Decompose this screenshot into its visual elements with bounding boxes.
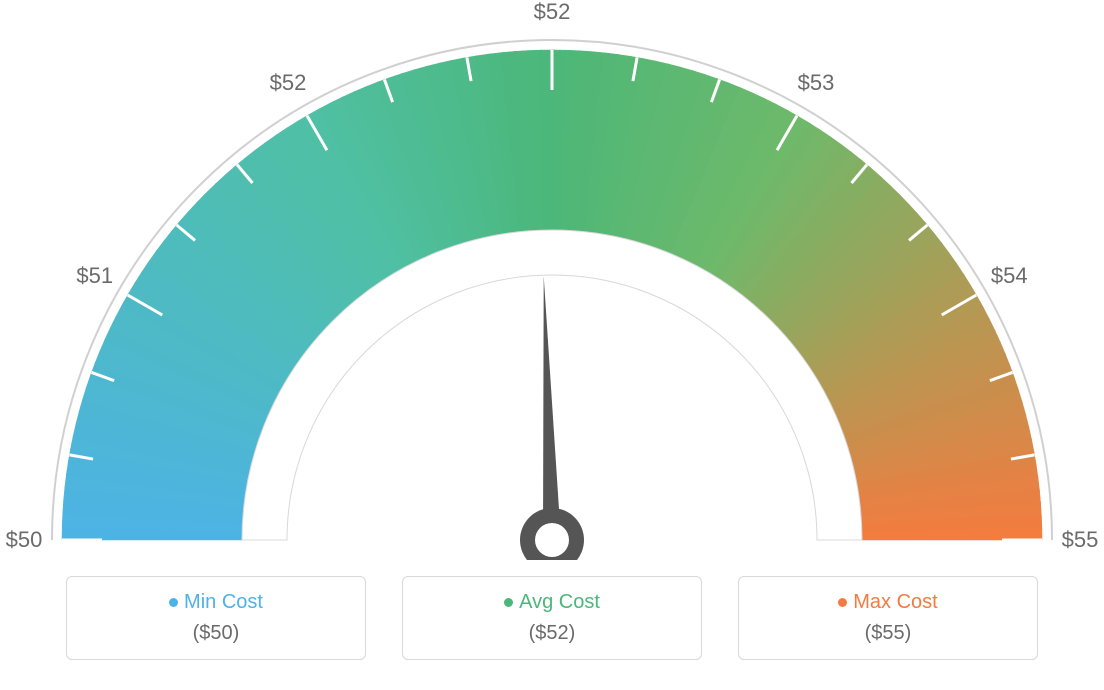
- legend-value-min: ($50): [67, 622, 365, 645]
- legend-title-min: Min Cost: [67, 591, 365, 614]
- legend-title-max: Max Cost: [739, 591, 1037, 614]
- legend-item-min: Min Cost ($50): [66, 576, 366, 660]
- legend-item-max: Max Cost ($55): [738, 576, 1038, 660]
- gauge-tick-label: $55: [1062, 527, 1099, 553]
- legend-dot-avg: [504, 598, 513, 607]
- legend-label-max: Max Cost: [853, 591, 937, 613]
- cost-gauge: $50 $51 $52 $52 $53 $54 $55: [0, 0, 1104, 560]
- gauge-tick-label: $52: [534, 0, 571, 25]
- gauge-tick-label: $51: [76, 263, 113, 289]
- legend-value-max: ($55): [739, 622, 1037, 645]
- legend-title-avg: Avg Cost: [403, 591, 701, 614]
- gauge-tick-label: $50: [6, 527, 43, 553]
- gauge-tick-label: $53: [798, 70, 835, 96]
- gauge-svg: [0, 0, 1104, 560]
- gauge-tick-label: $52: [270, 70, 307, 96]
- legend: Min Cost ($50) Avg Cost ($52) Max Cost (…: [0, 576, 1104, 660]
- legend-value-avg: ($52): [403, 622, 701, 645]
- legend-label-avg: Avg Cost: [519, 591, 600, 613]
- legend-dot-max: [838, 598, 847, 607]
- gauge-tick-label: $54: [991, 263, 1028, 289]
- legend-dot-min: [169, 598, 178, 607]
- legend-label-min: Min Cost: [184, 591, 263, 613]
- legend-item-avg: Avg Cost ($52): [402, 576, 702, 660]
